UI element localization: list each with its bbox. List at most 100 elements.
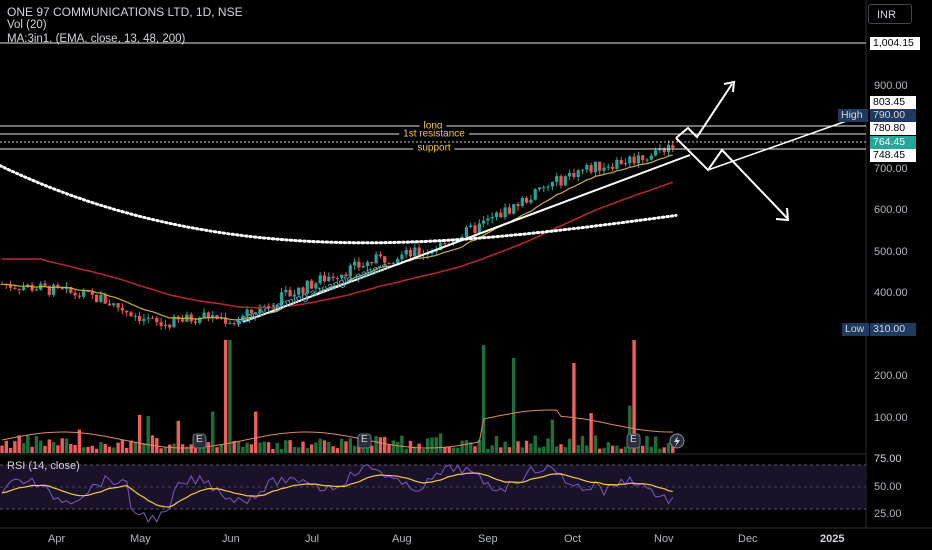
candle-body: [288, 289, 292, 297]
candle-body: [335, 278, 339, 280]
candle-body: [559, 176, 563, 186]
volume-bar: [176, 420, 180, 453]
candle-body: [21, 287, 26, 291]
volume-bar: [555, 446, 559, 453]
candle-body: [47, 285, 51, 295]
candle-body: [159, 322, 163, 326]
candle-body: [249, 309, 253, 314]
volume-bar: [387, 444, 391, 453]
rsi-tick-25: 25.00: [874, 508, 902, 520]
volume-bar: [512, 358, 516, 453]
volume-bar: [137, 414, 142, 453]
candle-body: [374, 254, 378, 264]
candle-body: [103, 294, 107, 304]
price-tick-900: 900.00: [874, 80, 908, 92]
earnings-marker-1: [192, 433, 207, 449]
volume-bar: [348, 438, 352, 453]
candle-body: [17, 288, 21, 291]
tag-low-value: 310.00: [870, 323, 916, 336]
volume-bar: [598, 448, 602, 453]
candle-body: [357, 261, 361, 268]
volume-bar: [69, 443, 73, 453]
candle-body: [434, 250, 438, 252]
volume-bar: [26, 435, 30, 453]
candle-body: [636, 155, 640, 164]
volume-bar: [266, 442, 271, 453]
volume-bar: [619, 448, 623, 453]
candle-body: [224, 317, 228, 324]
volume-bar: [82, 447, 86, 453]
volume-bar: [606, 442, 610, 453]
earnings-letter-3[interactable]: E: [630, 434, 637, 445]
volume-bar: [567, 438, 572, 453]
candle-body: [138, 315, 142, 322]
candle-body: [292, 294, 296, 297]
volume-bar: [666, 442, 671, 453]
volume-legend[interactable]: Vol (20): [7, 19, 47, 31]
volume-bar: [383, 436, 387, 453]
volume-bar: [546, 438, 550, 453]
earnings-letter-1[interactable]: E: [196, 434, 203, 445]
candle-body: [150, 317, 155, 319]
candle-body: [129, 312, 133, 317]
rsi-tick-75: 75.00: [874, 453, 902, 465]
volume-bar: [271, 448, 275, 453]
price-tick-400: 400.00: [874, 287, 908, 299]
volume-bar: [94, 448, 99, 453]
volume-bar: [241, 447, 245, 453]
candle-body: [232, 323, 236, 325]
volume-bar: [451, 447, 456, 453]
candle-body: [512, 204, 516, 214]
earnings-letter-2[interactable]: E: [361, 434, 368, 445]
volume-bar: [142, 443, 146, 453]
volume-bar: [297, 447, 301, 453]
candle-body: [305, 280, 309, 294]
price-tick-700: 700.00: [874, 163, 908, 175]
ma-legend[interactable]: MA:3in1, (EMA, close, 13, 48, 200): [7, 33, 186, 45]
candle-body: [507, 207, 511, 214]
candle-body: [585, 165, 589, 170]
volume-bar: [125, 447, 129, 453]
symbol-title[interactable]: ONE 97 COMMUNICATIONS LTD, 1D, NSE: [7, 5, 243, 19]
volume-bar: [292, 446, 297, 453]
candle-body: [107, 303, 112, 306]
candle-body: [262, 306, 266, 308]
volume-bar: [155, 438, 159, 453]
volume-bar: [486, 448, 490, 453]
candle-body: [331, 276, 335, 279]
candle-body: [69, 286, 73, 293]
candle-body: [348, 265, 352, 277]
candle-body: [13, 287, 17, 289]
candle-body: [168, 324, 172, 328]
volume-bar: [146, 415, 150, 453]
candle-body: [576, 170, 580, 177]
candle-body: [9, 284, 13, 288]
volume-bar: [254, 411, 258, 453]
rsi-legend[interactable]: RSI (14, close): [7, 460, 80, 472]
candle-body: [671, 145, 675, 148]
volume-bar: [13, 441, 17, 453]
time-jul: Jul: [305, 533, 320, 545]
tag-780: 780.80: [870, 122, 916, 135]
candle-body: [486, 218, 490, 221]
candle-body: [370, 262, 374, 264]
volume-bar: [645, 436, 649, 453]
volume-bar: [185, 446, 189, 453]
time-may: May: [130, 533, 151, 545]
candle-body: [396, 259, 400, 263]
volume-bar: [404, 448, 408, 453]
volume-bar: [288, 440, 292, 453]
candle-body: [628, 156, 632, 164]
volume-bar: [524, 440, 529, 453]
volume-bar: [322, 440, 327, 453]
candle-body: [499, 212, 503, 218]
label-support: support: [413, 142, 455, 154]
volume-bar: [615, 445, 619, 453]
candle-body: [443, 243, 447, 245]
volume-bar: [305, 447, 309, 453]
volume-bar: [163, 446, 168, 453]
candle-body: [404, 249, 408, 255]
time-jun: Jun: [222, 533, 240, 545]
currency-selector[interactable]: INR: [868, 4, 912, 24]
